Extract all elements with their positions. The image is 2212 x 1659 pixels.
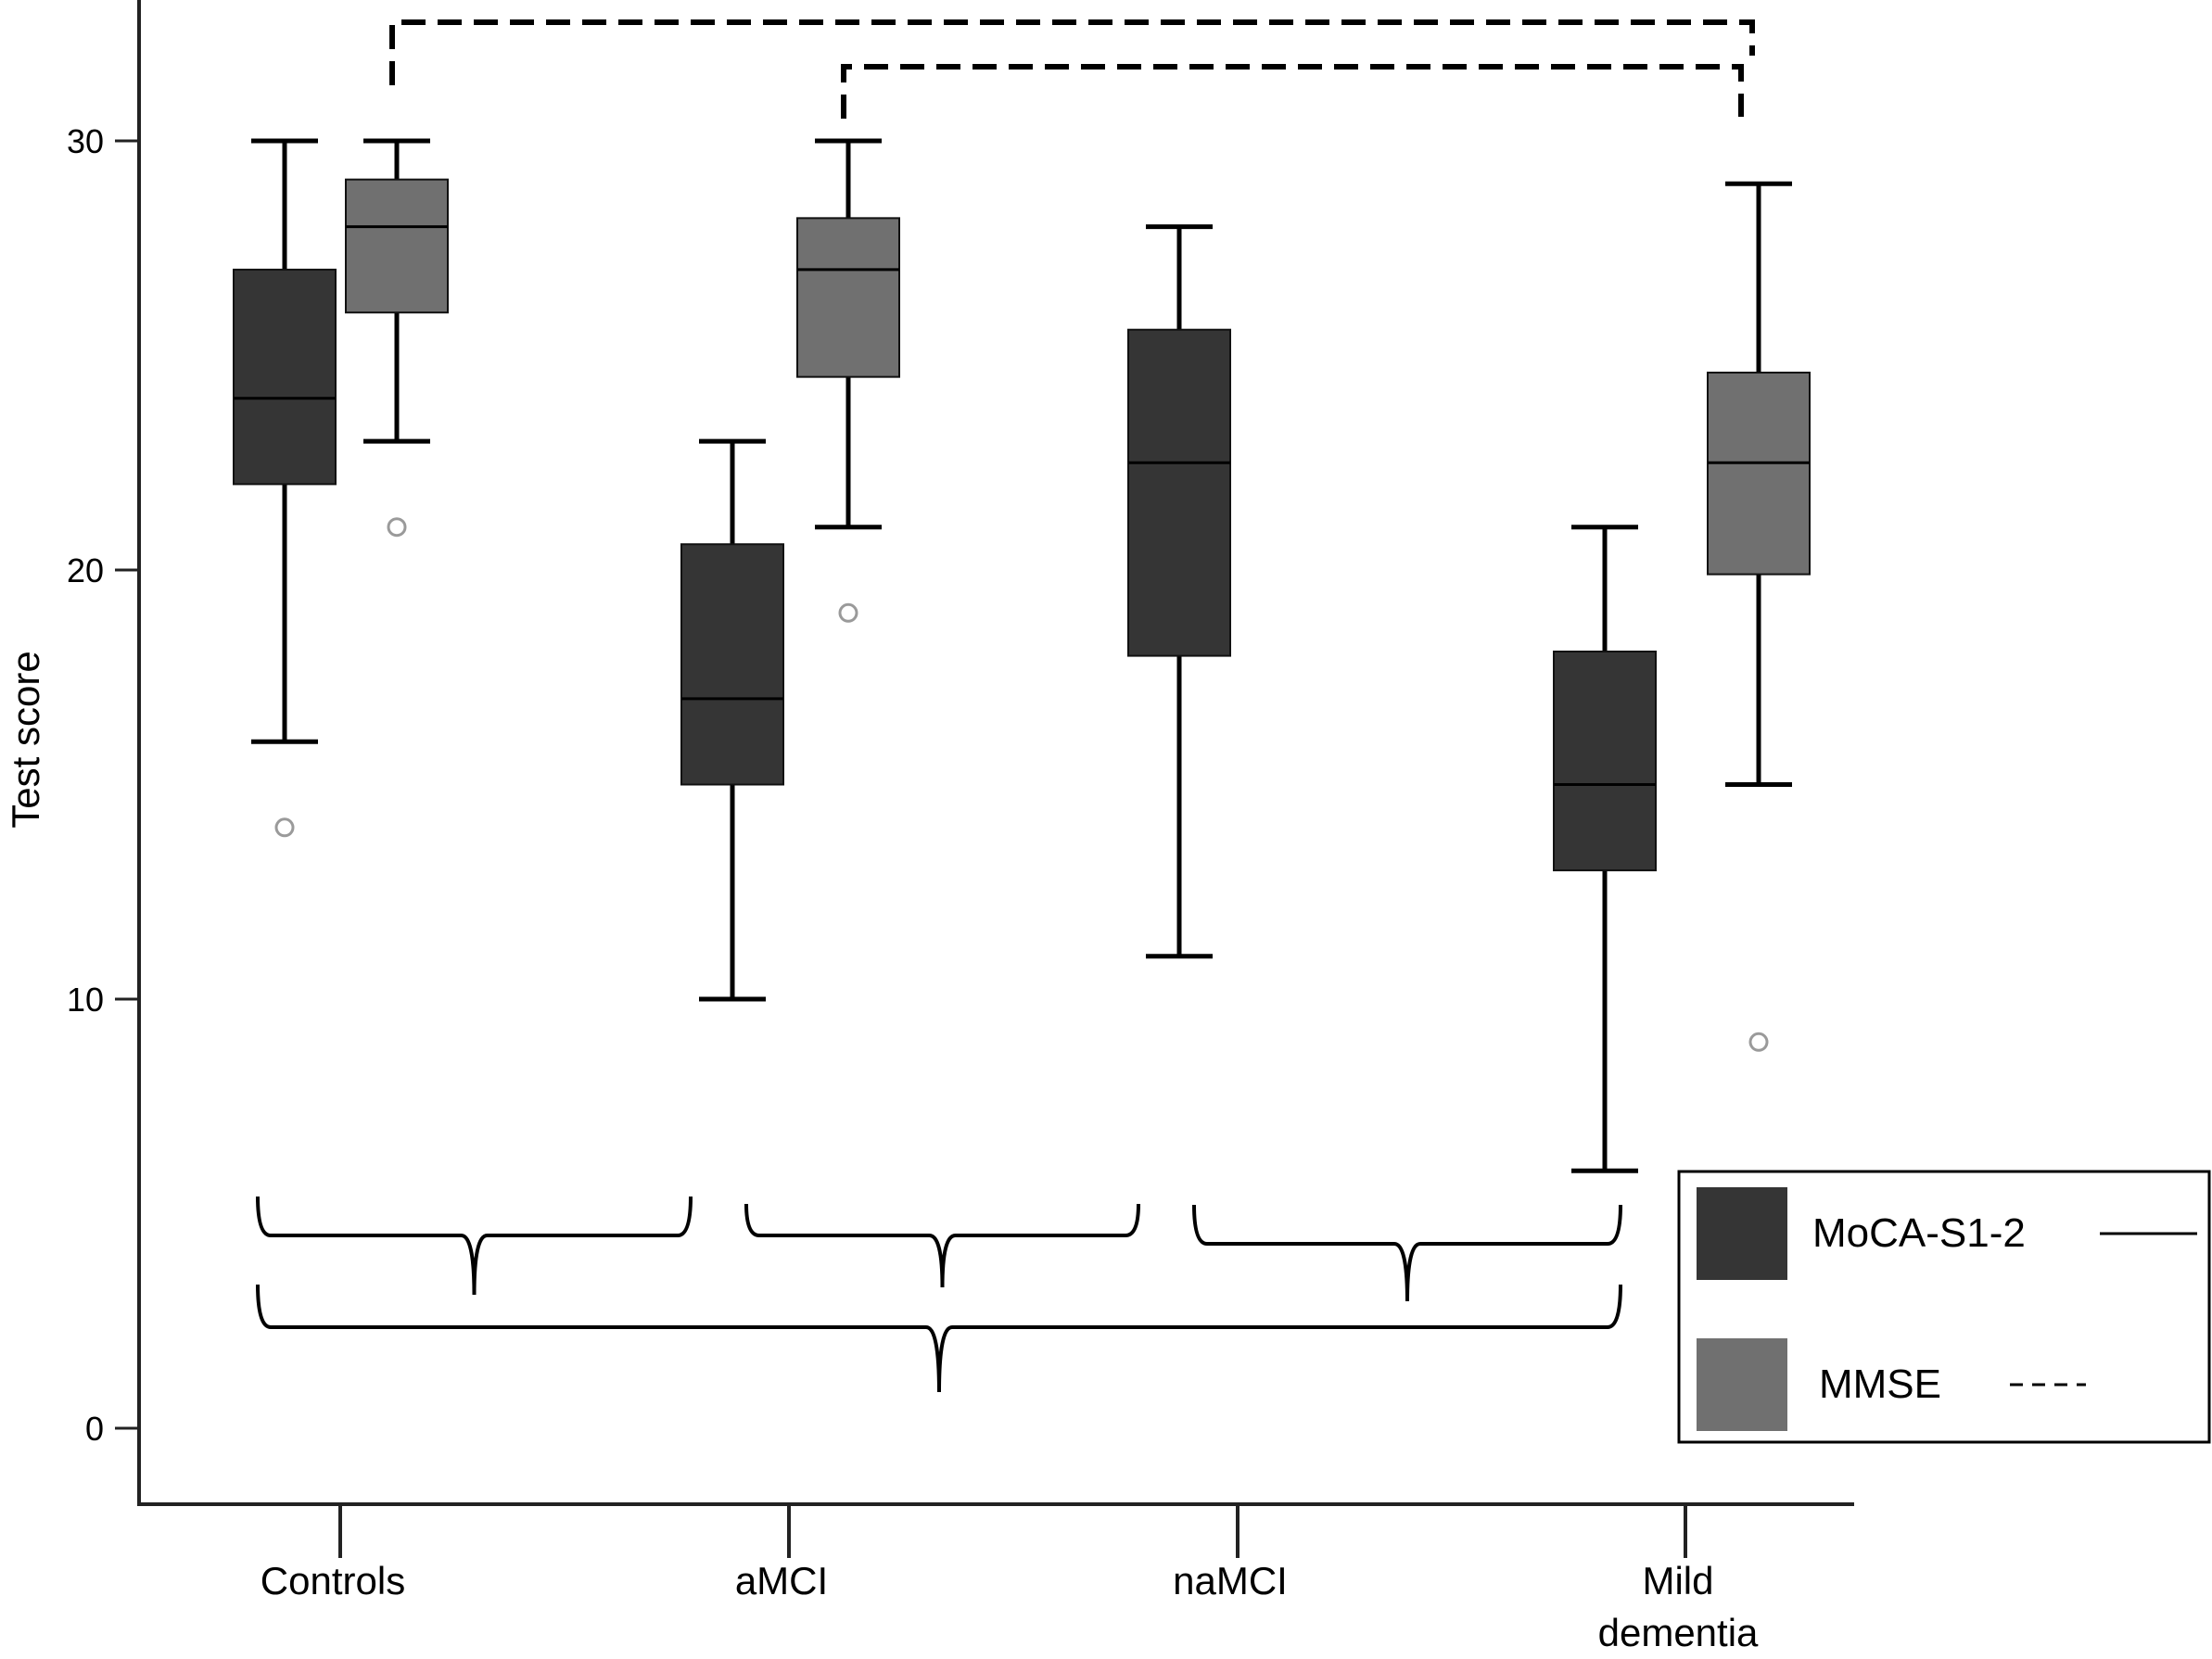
y-tick-label: 20 — [67, 551, 104, 589]
legend: MoCA-S1-2 MMSE — [1677, 1170, 2211, 1444]
mmse-bracket-amci-dementia — [841, 64, 1744, 119]
moca-box — [233, 268, 337, 486]
legend-label-mmse: MMSE — [1819, 1361, 1941, 1407]
y-tick-label: 0 — [85, 1410, 104, 1448]
legend-label-moca: MoCA-S1-2 — [1812, 1210, 2026, 1256]
x-tick-label: aMCI — [735, 1559, 828, 1602]
outlier-point — [838, 602, 858, 623]
mmse-bracket-controls-dementia — [389, 19, 1755, 85]
outlier-point — [274, 817, 295, 838]
axes: 0 10 20 30 Controls aMCI naMCI Mild dementia — [67, 0, 1854, 1654]
y-tick-label: 10 — [67, 981, 104, 1019]
x-tick-label: naMCI — [1173, 1559, 1288, 1602]
x-tick-label: dementia — [1598, 1611, 1759, 1654]
mmse-box — [345, 178, 449, 314]
mmse-box — [796, 217, 900, 378]
mmse-box — [1707, 372, 1811, 576]
y-tick-label: 30 — [67, 122, 104, 160]
moca-brace-namci-dementia — [1192, 1204, 1622, 1302]
moca-brace-controls-amci — [256, 1196, 693, 1296]
x-tick-label: Mild — [1642, 1559, 1713, 1602]
y-axis-label: Test score — [4, 651, 47, 828]
moca-box — [680, 543, 784, 786]
legend-swatch-moca — [1697, 1187, 1787, 1280]
outlier-point — [1748, 1032, 1769, 1052]
significance-brackets — [256, 19, 1755, 1393]
moca-box — [1553, 650, 1657, 872]
legend-swatch-mmse — [1697, 1338, 1787, 1431]
outlier-point — [387, 517, 407, 538]
moca-brace-controls-dementia — [256, 1284, 1622, 1393]
box-series — [233, 138, 1811, 1173]
moca-brace-amci-namci — [744, 1203, 1140, 1288]
x-tick-label: Controls — [261, 1559, 405, 1602]
moca-box — [1127, 328, 1231, 657]
